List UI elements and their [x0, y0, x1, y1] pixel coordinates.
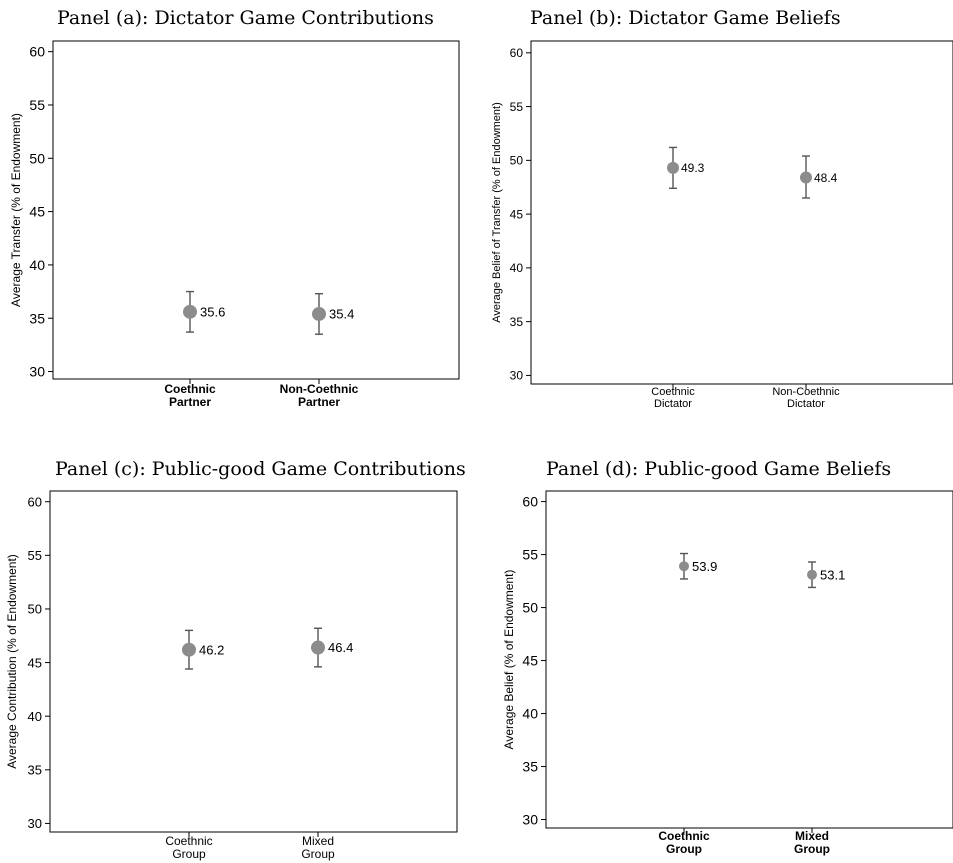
- panel-d: Panel (d): Public-good Game Beliefs 30 35 4…: [502, 458, 953, 856]
- x-category-label-line: Non-Coethnic: [772, 386, 840, 398]
- y-tick-label: 50: [510, 154, 524, 168]
- x-category-label-line: Partner: [169, 395, 211, 409]
- x-category-label: Coethnic Partner: [164, 382, 216, 409]
- y-tick-label: 35: [522, 759, 538, 775]
- panel-a: Panel (a): Dictator Game Contributions 30…: [9, 7, 460, 409]
- data-point: [183, 304, 197, 319]
- panel-title: Panel (a): Dictator Game Contributions: [57, 7, 434, 29]
- y-tick-label: 55: [29, 97, 45, 113]
- data-point: [312, 306, 326, 321]
- data-point: [807, 569, 817, 580]
- x-category-label-line: Dictator: [787, 398, 825, 410]
- x-category-label-line: Coethnic: [164, 382, 216, 396]
- x-category-label-line: Coethnic: [651, 386, 695, 398]
- data-point: [667, 161, 679, 174]
- y-tick-label: 55: [28, 548, 42, 563]
- plot-frame: [530, 40, 953, 385]
- y-tick-label: 60: [29, 44, 45, 60]
- x-category-label-line: Group: [172, 847, 206, 861]
- panel-b: Panel (b): Dictator Game Beliefs 30 35 40 45…: [491, 7, 953, 410]
- y-tick-label: 60: [510, 46, 524, 60]
- data-label: 49.3: [681, 161, 705, 175]
- x-category-label-line: Group: [794, 842, 830, 856]
- x-category-label: Coethnic Dictator: [651, 386, 695, 410]
- x-category-label-line: Group: [666, 842, 702, 856]
- y-tick-label: 60: [522, 494, 538, 510]
- y-axis-label: Average Belief (% of Endowment): [502, 570, 516, 750]
- x-category-label: Mixed Group: [301, 834, 335, 861]
- data-point: [800, 171, 812, 184]
- y-tick-label: 35: [28, 762, 42, 777]
- x-category-label: Coethnic Group: [658, 829, 710, 856]
- data-point: [311, 640, 325, 655]
- plot-frame: [49, 490, 458, 833]
- y-tick-label: 55: [522, 547, 538, 563]
- x-category-label-line: Non-Coethnic: [280, 382, 359, 396]
- x-category-label-line: Mixed: [795, 829, 829, 843]
- panel-title: Panel (d): Public-good Game Beliefs: [546, 458, 891, 480]
- y-tick-label: 30: [510, 369, 524, 383]
- plot-frame: [52, 40, 460, 380]
- data-label: 46.4: [328, 640, 353, 655]
- y-axis-label: Average Contribution (% of Endowment): [5, 554, 19, 769]
- data-label: 53.9: [692, 559, 717, 574]
- y-tick-label: 45: [522, 653, 538, 669]
- y-tick-label: 40: [29, 257, 45, 273]
- panel-title: Panel (c): Public-good Game Contribution…: [55, 458, 466, 480]
- y-tick-label: 40: [28, 709, 42, 724]
- x-category-label-line: Partner: [298, 395, 340, 409]
- y-tick-label: 30: [522, 812, 538, 828]
- y-axis-label: Average Belief of Transfer (% of Endowme…: [491, 102, 503, 323]
- x-category-label-line: Mixed: [302, 834, 334, 848]
- data-label: 46.2: [199, 642, 224, 657]
- y-tick-label: 35: [510, 315, 524, 329]
- x-category-label-line: Coethnic: [658, 829, 710, 843]
- y-tick-label: 40: [522, 706, 538, 722]
- x-category-label-line: Coethnic: [165, 834, 212, 848]
- data-label: 48.4: [814, 171, 838, 185]
- panel-c: Panel (c): Public-good Game Contribution…: [5, 458, 466, 861]
- data-label: 35.4: [329, 307, 354, 322]
- x-category-label: Mixed Group: [794, 829, 830, 856]
- y-tick-label: 50: [522, 600, 538, 616]
- y-tick-label: 35: [29, 310, 45, 326]
- x-category-label: Non-Coethnic Dictator: [772, 386, 840, 410]
- y-tick-label: 50: [28, 602, 42, 617]
- plot-frame: [545, 490, 953, 829]
- data-label: 53.1: [820, 567, 845, 582]
- x-category-label: Coethnic Group: [165, 834, 212, 861]
- x-category-label-line: Group: [301, 847, 335, 861]
- panel-title: Panel (b): Dictator Game Beliefs: [530, 7, 841, 29]
- y-tick-label: 50: [29, 150, 45, 166]
- y-axis-label: Average Transfer (% of Endowment): [9, 113, 23, 307]
- data-point: [182, 642, 196, 657]
- y-tick-label: 45: [510, 207, 524, 221]
- y-tick-label: 30: [29, 364, 45, 380]
- y-tick-label: 30: [28, 816, 42, 831]
- y-tick-label: 60: [28, 494, 42, 509]
- x-category-label-line: Dictator: [654, 398, 692, 410]
- data-point: [679, 561, 689, 572]
- y-tick-label: 55: [510, 100, 524, 114]
- y-tick-label: 45: [29, 204, 45, 220]
- data-label: 35.6: [200, 305, 225, 320]
- y-tick-label: 45: [28, 655, 42, 670]
- x-category-label: Non-Coethnic Partner: [280, 382, 359, 409]
- y-tick-label: 40: [510, 261, 524, 275]
